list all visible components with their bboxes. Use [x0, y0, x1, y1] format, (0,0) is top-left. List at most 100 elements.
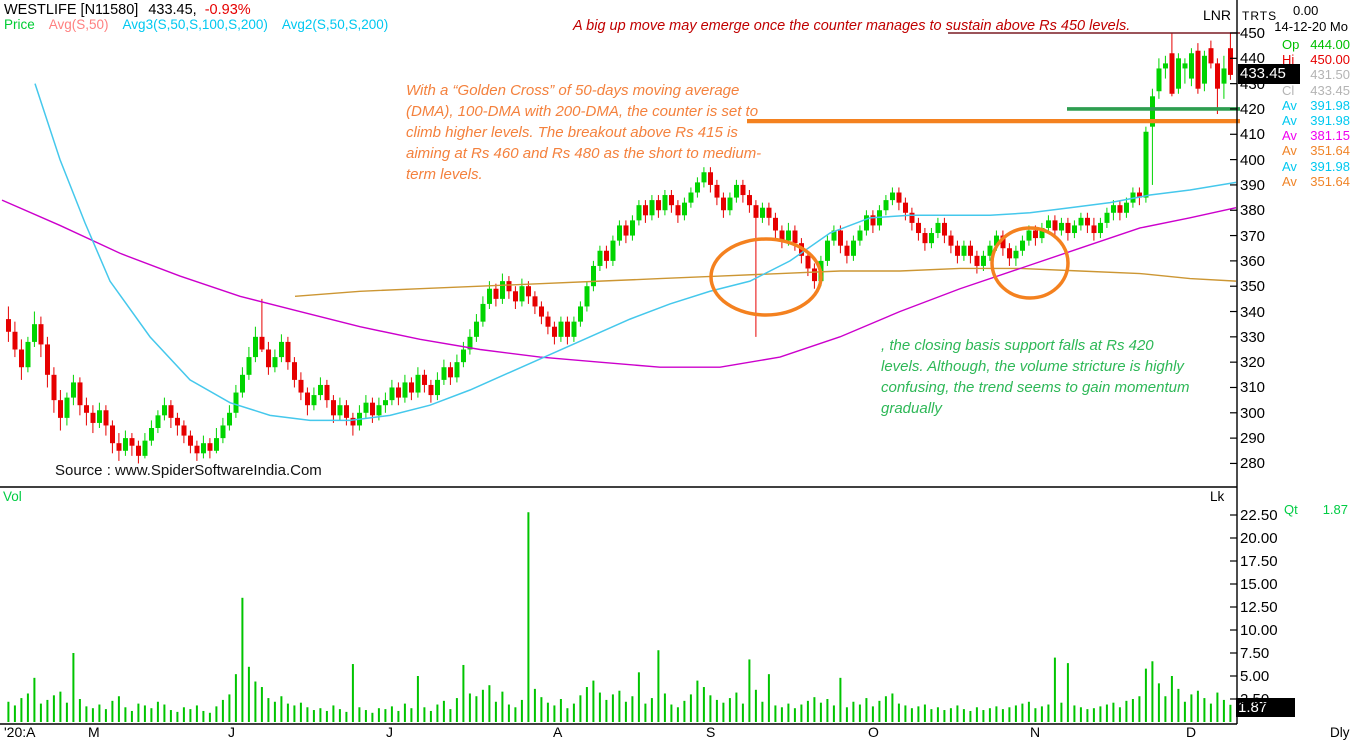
candle-down [305, 392, 310, 406]
candle-up [701, 172, 707, 183]
candle-up [584, 286, 590, 307]
volume-bar [195, 705, 198, 722]
volume-bar [826, 699, 829, 722]
volume-bar [488, 685, 491, 722]
volume-bar [865, 698, 868, 722]
change-percent: -0.93% [204, 2, 251, 18]
candle-up [831, 230, 837, 241]
candle-down [513, 291, 518, 302]
candle-down [1169, 53, 1175, 94]
candle-up [695, 182, 700, 193]
volume-bar [306, 707, 309, 722]
volume-bar [410, 708, 413, 722]
volume-bar [618, 690, 621, 722]
volume-bar [1079, 707, 1082, 722]
volume-bar [670, 704, 673, 722]
volume-bar [475, 696, 478, 722]
info-row-cl-3: Cl 433.45 [1282, 83, 1350, 98]
candle-up [214, 438, 219, 451]
volume-tick-label: 22.50 [1240, 507, 1278, 524]
volume-bar [1222, 699, 1225, 722]
info-row-value: 433.45 [1310, 82, 1350, 98]
candle-down [409, 382, 414, 393]
candle-up [487, 288, 492, 304]
candle-up [1143, 131, 1149, 198]
candle-up [558, 321, 564, 337]
volume-bar [585, 687, 588, 722]
volume-bar [1112, 702, 1115, 722]
price-tick-label: 360 [1240, 252, 1266, 270]
candle-down [493, 288, 499, 299]
candle-up [272, 357, 278, 368]
volume-bar [936, 707, 939, 722]
candle-down [292, 362, 297, 380]
candle-up [1013, 250, 1019, 259]
volume-bar [137, 703, 140, 722]
volume-bar [793, 708, 796, 722]
legend-item-2[interactable]: Avg3(S,50,S,100,S,200) [122, 17, 268, 32]
volume-bar [1144, 668, 1147, 722]
volume-bar [494, 701, 497, 722]
volume-bar [520, 699, 523, 722]
volume-bar [65, 702, 68, 722]
candle-up [233, 392, 239, 413]
candle-up [1046, 220, 1051, 228]
candle-up [636, 205, 642, 221]
volume-bar [39, 703, 42, 722]
candle-up [162, 405, 167, 416]
candle-up [337, 405, 343, 416]
volume-bar [1060, 702, 1063, 722]
candle-down [1117, 205, 1123, 213]
volume-unit-label: Lk [1210, 489, 1225, 504]
volume-bar [533, 688, 536, 722]
legend-item-0[interactable]: Price [4, 17, 35, 32]
price-tick-label: 300 [1240, 404, 1266, 422]
volume-bar [59, 691, 62, 722]
candle-up [474, 321, 479, 337]
volume-bar [1177, 688, 1180, 722]
price-tick-label: 450 [1240, 25, 1266, 42]
month-label: M [88, 724, 100, 740]
volume-bar [728, 698, 731, 722]
candle-up [1078, 217, 1084, 226]
candle-up [389, 387, 395, 401]
candle-up [1156, 68, 1162, 92]
volume-bar [546, 702, 549, 722]
legend-item-3[interactable]: Avg2(S,50,S,200) [281, 17, 389, 32]
candle-up [435, 379, 440, 396]
volume-bar [559, 699, 562, 722]
volume-bar [1138, 696, 1141, 722]
volume-bar [150, 708, 153, 722]
volume-bar [312, 710, 315, 722]
volume-bar [611, 694, 614, 722]
candle-down [51, 374, 57, 401]
volume-tick-label: 20.00 [1240, 530, 1278, 547]
volume-bar [715, 699, 718, 722]
candle-up [935, 222, 941, 234]
volume-bar [20, 698, 23, 722]
candle-down [623, 225, 629, 236]
candle-down [350, 417, 356, 426]
candle-up [279, 341, 284, 358]
last-price: 433.45, [148, 2, 197, 18]
volume-bar [325, 710, 328, 722]
candle-down [422, 374, 427, 385]
candle-up [1020, 240, 1025, 251]
legend-item-1[interactable]: Avg(S,50) [48, 17, 109, 32]
candle-down [903, 202, 908, 213]
price-tick-label: 370 [1240, 227, 1266, 245]
volume-bar [46, 699, 49, 722]
volume-bar [1151, 661, 1154, 722]
candle-up [961, 245, 967, 256]
candle-up [1026, 230, 1032, 241]
volume-bar [514, 707, 517, 722]
volume-bar [598, 692, 601, 722]
volume-bar [182, 707, 185, 722]
volume-bar [280, 696, 283, 722]
candle-up [825, 240, 830, 261]
candle-up [617, 225, 622, 241]
volume-bar [832, 705, 835, 722]
volume-bar [507, 704, 510, 722]
volume-bar [455, 698, 458, 722]
